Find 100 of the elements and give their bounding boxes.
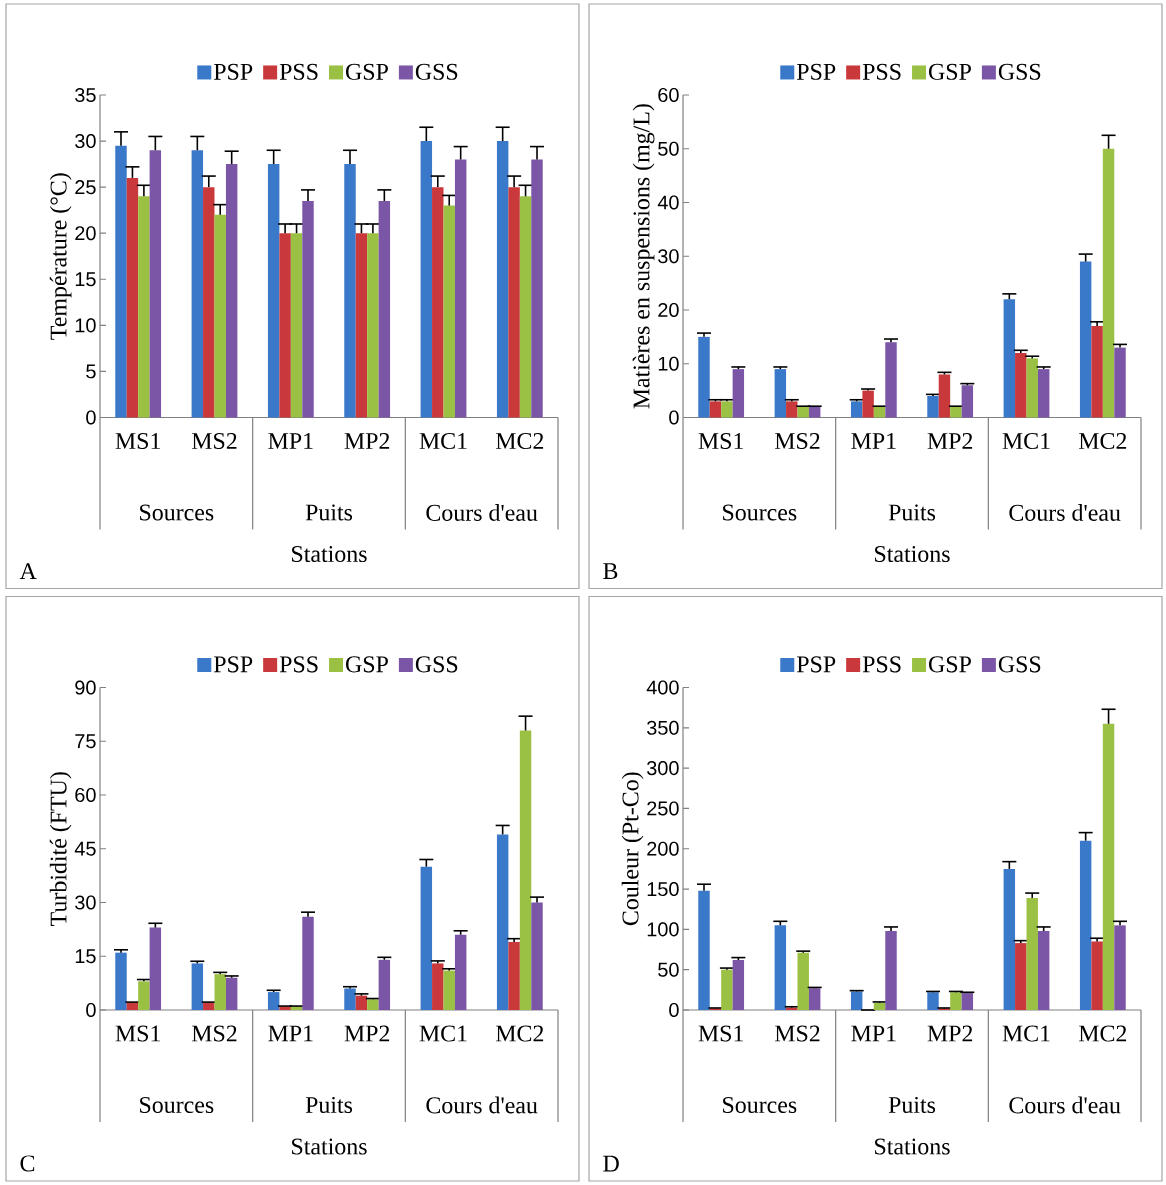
bar [698,890,710,1010]
bar [191,963,204,1010]
y-tick-label: 45 [74,841,96,856]
legend-label: PSS [862,656,901,673]
text: A [19,563,37,579]
bar [149,927,162,1010]
bar [420,141,433,418]
bar [267,164,280,418]
legend-label: PSS [862,63,901,80]
bar [225,977,238,1010]
bar [1091,941,1103,1010]
x-tick-label: MC2 [495,1025,544,1042]
bar [885,342,897,418]
x-tick-label: MC2 [1078,433,1127,450]
text: D [603,1155,619,1172]
y-tick-label: 250 [647,801,679,816]
bar [1114,925,1126,1010]
x-axis-title: Stations [875,546,950,563]
bar [225,164,238,418]
legend-label: GSS [998,63,1041,80]
y-tick-label: 0 [86,1002,96,1018]
y-tick-label: 40 [657,195,679,210]
y-axis-title: Couleur (Pt-Co) [621,772,644,926]
bar [927,395,939,418]
bar [961,385,974,418]
y-tick-label: 20 [658,302,679,318]
x-tick-label: MP1 [851,1025,896,1042]
y-tick-label: 25 [75,180,96,195]
y-tick-label: 20 [75,226,96,241]
x-tick-label: MS2 [191,433,237,450]
bar [344,164,356,418]
bar [1114,347,1126,418]
y-tick-label: 60 [75,787,96,803]
bar [126,1002,139,1010]
y-tick-label: 15 [75,949,96,964]
y-tick-label: 100 [647,922,679,937]
x-tick-label: MP2 [927,1025,973,1042]
legend-label: PSP [796,656,836,673]
bar [1079,261,1092,418]
bar [378,959,391,1010]
bar [115,145,127,418]
x-tick-label: MC2 [1078,1025,1127,1042]
bar [203,187,215,418]
bar [138,196,150,418]
x-tick-label: MS1 [115,433,160,450]
legend-label: GSP [929,656,971,673]
x-tick-label: MS1 [115,1025,160,1042]
bar [126,177,139,418]
bar [214,974,226,1010]
y-axis-title: Matières en suspensions (mg/L) [632,104,655,409]
y-tick-label: 60 [658,87,679,103]
bar [432,187,444,418]
y-tick-label: 300 [647,761,679,776]
text: Puits [305,504,353,521]
legend-label: GSS [415,656,458,673]
y-axis-title: Turbidité (FTU) [49,772,72,926]
bar [420,866,433,1010]
legend-label: GSP [346,656,388,673]
x-tick-label: MC1 [419,433,467,450]
legend-label: GSP [346,63,388,80]
bar [808,988,821,1010]
bar [508,941,520,1010]
x-axis-title: Stations [292,1138,367,1155]
legend-label: PSP [213,63,253,80]
bar [454,159,467,418]
y-tick-label: 10 [75,318,96,333]
bar [214,214,226,418]
bar [496,834,509,1010]
bar [531,902,543,1010]
bar [191,150,204,418]
bar [267,992,280,1010]
bar [721,969,733,1010]
y-tick-label: 15 [75,272,96,287]
bar [279,233,291,418]
bar [344,988,356,1010]
x-axis-title: Stations [875,1138,950,1155]
bar [496,141,509,418]
y-tick-label: 30 [658,249,679,264]
x-tick-label: MP2 [344,1025,390,1042]
text: Sources [723,504,797,521]
legend-label: PSP [796,63,836,80]
legend-label: GSS [415,63,458,80]
bar [774,925,787,1010]
bar [443,205,455,418]
bar [1091,326,1103,418]
bar [454,934,467,1010]
text: Cours d'eau [426,504,538,521]
y-tick-label: 10 [658,356,679,371]
bar [1037,369,1050,418]
bar [149,150,162,418]
x-tick-label: MP2 [927,433,973,449]
bar [1037,930,1050,1010]
bar [797,952,809,1010]
bar [1102,723,1115,1010]
y-tick-label: 30 [75,895,96,910]
bar [531,159,543,418]
x-tick-label: MP1 [268,1025,313,1042]
x-tick-label: MS1 [698,1025,743,1042]
bar [367,233,379,418]
x-tick-label: MS2 [774,1025,820,1042]
